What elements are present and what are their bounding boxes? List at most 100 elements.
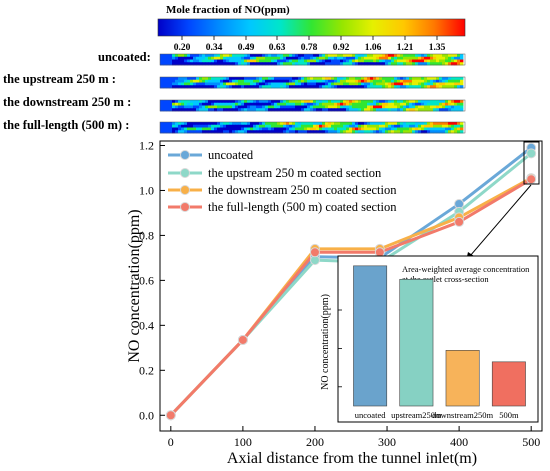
contour-cell (214, 82, 218, 86)
contour-cell (235, 100, 239, 104)
contour-cell (250, 108, 254, 112)
contour-cell (223, 62, 227, 66)
contour-cell (244, 102, 248, 106)
contour-cell (388, 127, 392, 131)
contour-cell (259, 85, 263, 89)
contour-cell (418, 59, 422, 63)
contour-cell (232, 127, 236, 131)
contour-cell (364, 85, 368, 89)
contour-cell (442, 130, 446, 134)
contour-cell (370, 105, 374, 109)
contour-cell (283, 62, 287, 66)
contour-cell (262, 122, 266, 126)
contour-cell (445, 59, 449, 63)
contour-cell (349, 79, 353, 83)
contour-cell (460, 54, 464, 58)
contour-cell (379, 122, 383, 126)
contour-cell (226, 102, 230, 106)
contour-cell (274, 127, 278, 131)
contour-cell (331, 130, 335, 134)
contour-cell (232, 77, 236, 81)
contour-cell (181, 85, 185, 89)
contour-cell (316, 130, 320, 134)
contour-cell (238, 62, 242, 66)
contour-cell (274, 54, 278, 58)
contour-cell (367, 82, 371, 86)
contour-cell (187, 122, 191, 126)
contour-cell (358, 127, 362, 131)
contour-cell (307, 85, 311, 89)
contour-cell (196, 56, 200, 60)
contour-cell (292, 82, 296, 86)
contour-rows: uncoated: the upstream 250 m : the downs… (3, 50, 466, 134)
contour-cell (457, 62, 461, 66)
contour-cell (319, 100, 323, 104)
contour-cell (382, 127, 386, 131)
contour-cell (232, 124, 236, 128)
contour-cell (274, 62, 278, 66)
contour-cell (445, 102, 449, 106)
contour-cell (259, 127, 263, 131)
contour-cell (337, 127, 341, 131)
contour-cell (223, 77, 227, 81)
contour-cell (427, 54, 431, 58)
contour-cell (190, 59, 194, 63)
contour-cell (442, 100, 446, 104)
contour-cell (319, 56, 323, 60)
contour-cell (223, 122, 227, 126)
contour-cell (226, 54, 230, 58)
contour-cell (454, 105, 458, 109)
contour-cell (370, 62, 374, 66)
contour-cell (241, 102, 245, 106)
contour-cell (385, 77, 389, 81)
contour-cell (160, 77, 164, 81)
contour-cell (451, 85, 455, 89)
contour-cell (322, 105, 326, 109)
contour-cell (373, 54, 377, 58)
contour-cell (394, 102, 398, 106)
data-point (237, 334, 248, 345)
contour-cell (334, 85, 338, 89)
contour-cell (286, 130, 290, 134)
contour-cell (454, 108, 458, 112)
contour-cell (187, 56, 191, 60)
contour-cell (196, 105, 200, 109)
contour-cell (172, 108, 176, 112)
contour-cell (382, 79, 386, 83)
contour-cell (286, 77, 290, 81)
contour-cell (325, 82, 329, 86)
legend-label-upstream: the upstream 250 m coated section (208, 166, 382, 180)
contour-cell (385, 105, 389, 109)
contour-cell (304, 105, 308, 109)
contour-cell (292, 62, 296, 66)
contour-cell (370, 82, 374, 86)
contour-cell (226, 79, 230, 83)
contour-cell (433, 130, 437, 134)
contour-cell (388, 85, 392, 89)
contour-cell (370, 108, 374, 112)
inset-y-axis-label: NO concentration(ppm) (320, 294, 331, 390)
contour-cell (457, 127, 461, 131)
contour-cell (175, 82, 179, 86)
x-tick-label: 500 (522, 435, 540, 449)
contour-cell (316, 59, 320, 63)
contour-cell (355, 100, 359, 104)
contour-cell (253, 130, 257, 134)
contour-cell (259, 62, 263, 66)
contour-cell (295, 62, 299, 66)
contour-cell (364, 124, 368, 128)
contour-cell (298, 79, 302, 83)
contour-cell (268, 59, 272, 63)
contour-cell (460, 77, 464, 81)
contour-cell (283, 124, 287, 128)
contour-cell (346, 100, 350, 104)
contour-cell (286, 82, 290, 86)
contour-cell (244, 56, 248, 60)
contour-cell (304, 54, 308, 58)
contour-cell (370, 100, 374, 104)
contour-cell (184, 59, 188, 63)
contour-cell (406, 122, 410, 126)
contour-cell (286, 102, 290, 106)
contour-cell (274, 85, 278, 89)
colorbar-tick-2: 0.34 (206, 43, 223, 53)
